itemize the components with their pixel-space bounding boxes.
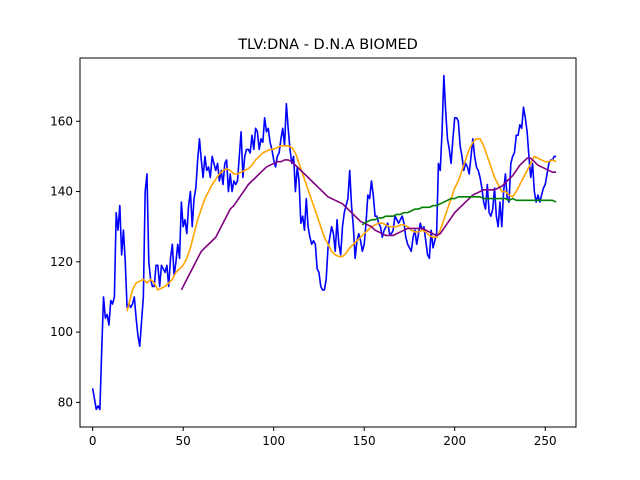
- plot-frame: [79, 57, 577, 428]
- chart-title: TLV:DNA - D.N.A BIOMED: [237, 37, 418, 53]
- x-tick-label: 100: [262, 434, 285, 448]
- series-layer: [91, 74, 557, 411]
- series-line-1: [91, 74, 557, 411]
- x-tick-label: 50: [176, 434, 191, 448]
- x-tick-label: 0: [89, 434, 97, 448]
- y-tick-label: 160: [50, 114, 73, 128]
- y-tick-label: 120: [50, 255, 73, 269]
- x-tick-label: 150: [353, 434, 376, 448]
- y-tick-label: 140: [50, 185, 73, 199]
- plot-area: [91, 74, 557, 411]
- series-line-4: [361, 196, 557, 226]
- y-tick-label: 100: [50, 325, 73, 339]
- x-axis: 0 50 100 150 200 250: [89, 427, 557, 448]
- x-tick-label: 250: [534, 434, 557, 448]
- series-line-3: [180, 157, 557, 291]
- y-axis: 80 100 120 140 160: [50, 114, 80, 409]
- series-line-2: [126, 138, 557, 312]
- y-tick-label: 80: [58, 395, 73, 409]
- x-tick-label: 200: [443, 434, 466, 448]
